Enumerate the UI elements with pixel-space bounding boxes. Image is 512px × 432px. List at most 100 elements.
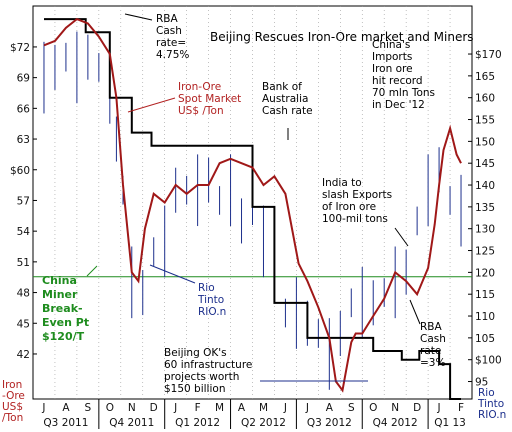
x-month-label: J [437,402,441,414]
china-imports-annotation-line: in Dec '12 [372,99,425,111]
china-imports-annotation-line: China's [372,39,410,51]
rio-tinto-annotation: Rio Tinto RIO.n [197,282,226,318]
rba-rate-annotation-line: rate= [156,37,186,49]
iron-ore-spot-annotation-line: Iron-Ore [178,81,221,93]
right-tick-label: 105 [475,333,495,345]
boa-cash-rate-annotation-line: Cash rate [262,105,313,117]
rba-connector [124,13,153,21]
rba2-connector [409,299,421,325]
rba-rate-annotation-line: 4.75% [156,49,189,61]
right-tick-label: $100 [475,355,502,367]
rba-rate-3pct-annotation: RBA Cash rate =3% [420,321,446,369]
x-quarter-label: Q3 2012 [307,417,352,429]
boa-cash-rate-annotation: Bank of Australia Cash rate [262,81,313,117]
left-tick-label: 48 [17,288,30,300]
rba-rate-3pct-annotation-line: RBA [420,321,442,333]
right-tick-label: 140 [475,180,495,192]
breakeven-connector [86,265,98,277]
right-axis-title-line: Tinto [477,398,504,410]
right-tick-label: 125 [475,246,495,258]
left-tick-label: 69 [17,73,30,85]
right-tick-label: 120 [475,267,495,279]
beijing-annotation-line: projects worth [164,371,239,383]
x-quarter-label: Q1 2012 [175,417,220,429]
x-quarter-label: Q4 2011 [109,417,154,429]
breakeven-annotation-line: China [42,274,77,287]
left-axis-ticks: $72 69 66 63 $60 57 54 51 48 45 42 [10,42,37,361]
boa-cash-rate-annotation-line: Bank of [262,81,302,93]
right-tick-label: 115 [475,289,495,301]
india-exports-annotation-line: 100-mil tons [322,213,388,225]
right-tick-label: 110 [475,311,495,323]
x-month-label: N [391,402,399,414]
left-axis-title-line: /Ton [2,412,23,424]
left-tick-label: $60 [10,165,30,177]
left-tick-label: 57 [17,195,30,207]
beijing-annotation-line: 60 infrastructure [164,359,252,371]
annotations: RBA Cash rate= 4.75%Iron-Ore Spot Market US$ … [2,13,506,424]
right-tick-label: 165 [475,71,495,83]
x-month-label: S [85,402,92,414]
x-axis: J A S O N D J F M A M J J A S O N D J F Q3 2011 Q4 2011 Q1 201… [41,399,466,429]
left-axis-title-line: -Ore [2,390,25,402]
iron-ore-spot-line [43,17,462,393]
x-month-label: O [106,402,114,414]
right-tick-label: 135 [475,202,495,214]
left-tick-label: 42 [17,349,30,361]
left-tick-label: 66 [17,103,31,115]
india-exports-annotation-line: of Iron ore [322,201,376,213]
china-imports-annotation-line: hit record [372,75,423,87]
china-imports-annotation-line: Iron ore [372,63,413,75]
left-axis-title: Iron -Ore US$/Ton [2,379,25,424]
x-month-label: A [62,402,70,414]
left-tick-label: $72 [10,42,30,54]
rio-connector [149,264,196,284]
x-month-label: F [195,402,201,414]
x-month-label: J [283,402,287,414]
breakeven-annotation: China Miner Break-Even Pt $120/T [42,274,89,343]
breakeven-annotation-line: Miner [42,288,78,301]
rba-rate-3pct-annotation-line: rate [420,345,441,357]
boa-cash-rate-line [44,18,461,400]
x-month-label: D [150,402,158,414]
right-tick-label: 160 [475,93,495,105]
iron-ore-spot-annotation-line: US$ /Ton [178,105,224,117]
x-month-label: F [458,402,464,414]
iron-ore-spot-annotation: Iron-Ore Spot Market US$ /Ton [178,81,241,117]
chart-title: Beijing Rescues Iron-Ore market and Mine… [210,30,474,44]
rio-tinto-annotation-line: RIO.n [198,306,226,318]
rba-rate-3pct-annotation-line: Cash [420,333,446,345]
left-tick-label: 54 [17,226,31,238]
x-month-label: D [413,402,421,414]
rba-rate-annotation-line: Cash [156,25,182,37]
x-month-label: S [348,402,355,414]
rba-rate-annotation-line: RBA [156,13,178,25]
x-month-label: M [215,402,224,414]
breakeven-annotation-line: Even Pt [42,316,89,329]
x-month-label: A [326,402,334,414]
india-exports-annotation-line: India to [322,177,362,189]
china-imports-annotation-line: Imports [372,51,412,63]
left-axis-title-line: US$ [2,401,23,413]
x-month-label: J [41,402,45,414]
right-axis-title-line: RIO.n [478,409,506,421]
x-quarter-label: Q3 2011 [43,417,88,429]
breakeven-annotation-line: Break- [42,302,83,315]
rba-rate-annotation: RBA Cash rate= 4.75% [156,13,189,61]
left-tick-label: 51 [17,257,30,269]
right-tick-label: 150 [475,136,495,148]
china-imports-annotation: China's Imports Iron ore hit record 70 mln T… [372,39,435,111]
iron-ore-spot-annotation-line: Spot Market [178,93,241,105]
rio-tinto-annotation-line: Rio [198,282,215,294]
beijing-annotation-line: $150 billion [164,383,225,395]
left-tick-label: 63 [17,134,30,146]
right-axis-title-line: Rio [478,387,495,399]
x-month-label: N [128,402,136,414]
iron-connector [127,97,176,113]
india-exports-annotation: India to slash Exports of Iron ore 100-mil … [322,177,392,225]
right-axis-title: Rio Tinto RIO.n [477,387,506,421]
x-month-label: O [369,402,377,414]
breakeven-annotation-line: $120/T [42,330,85,343]
right-axis-ticks: $170 165 160 155 150 145 140 135 130 125 120 115 110… [468,49,502,389]
